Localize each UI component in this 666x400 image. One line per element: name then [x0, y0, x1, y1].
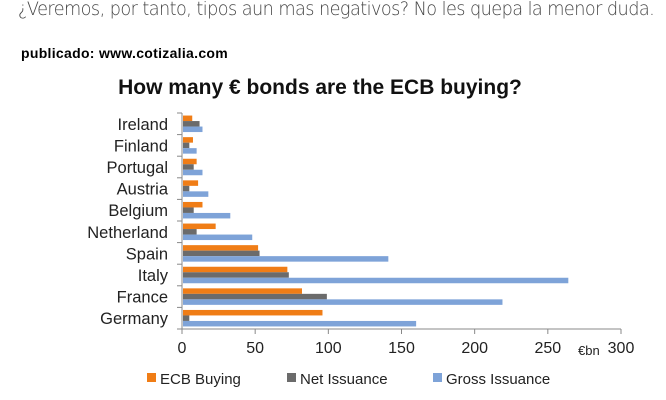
bar-ecb-buying: [183, 115, 193, 122]
x-tick-label: 300: [608, 340, 635, 357]
x-tick-label: 200: [461, 340, 488, 357]
bar-net-issuance: [183, 250, 260, 257]
legend-label: ECB Buying: [160, 371, 241, 388]
x-axis-unit-label: €bn: [578, 343, 600, 358]
bar-gross-issuance: [183, 277, 569, 284]
bar-gross-issuance: [183, 169, 203, 176]
legend-swatch: [433, 373, 442, 382]
bar-net-issuance: [183, 185, 190, 192]
published-source-label: publicado: www.cotizalia.com: [21, 45, 229, 61]
bar-gross-issuance: [183, 148, 197, 154]
bar-ecb-buying: [183, 288, 302, 294]
category-label: Netherland: [87, 224, 168, 242]
bar-net-issuance: [183, 272, 289, 278]
category-label: Ireland: [118, 116, 168, 134]
bar-net-issuance: [183, 164, 194, 170]
bar-ecb-buying: [183, 309, 323, 316]
category-label: France: [117, 289, 168, 307]
bar-ecb-buying: [183, 266, 288, 273]
bar-ecb-buying: [183, 223, 216, 230]
bar-ecb-buying: [183, 158, 197, 165]
bar-gross-issuance: [183, 320, 417, 327]
chart-legend: ECB Buying Net Issuance Gross Issuance: [147, 371, 550, 388]
article-intro-text: ¿Veremos, por tanto, tipos aun mas negat…: [18, 0, 655, 20]
bar-gross-issuance: [183, 234, 253, 241]
x-tick-label: 250: [534, 340, 561, 357]
bar-gross-issuance: [183, 126, 203, 133]
bar-gross-issuance: [183, 299, 503, 305]
bar-net-issuance: [183, 229, 197, 235]
x-tick-label: 50: [246, 340, 264, 357]
bar-gross-issuance: [183, 191, 209, 197]
category-label: Austria: [117, 181, 169, 199]
bar-ecb-buying: [183, 180, 199, 186]
legend-swatch: [287, 373, 296, 382]
x-tick-label: 150: [388, 340, 415, 357]
category-label: Portugal: [107, 159, 168, 177]
category-label: Italy: [138, 267, 169, 285]
chart-title: How many € bonds are the ECB buying?: [118, 76, 522, 99]
x-tick-label: 0: [178, 340, 187, 357]
bar-net-issuance: [183, 207, 194, 213]
bar-net-issuance: [183, 293, 327, 300]
category-label: Spain: [126, 245, 168, 263]
legend-label: Gross Issuance: [446, 371, 550, 388]
bar-ecb-buying: [183, 201, 203, 208]
bar-gross-issuance: [183, 212, 231, 219]
category-label: Germany: [100, 310, 169, 328]
x-tick-label: 100: [315, 340, 342, 357]
category-label: Finland: [114, 137, 168, 155]
bar-ecb-buying: [183, 245, 259, 251]
bar-net-issuance: [183, 121, 200, 127]
legend-label: Net Issuance: [300, 371, 388, 388]
legend-swatch: [147, 373, 156, 382]
bar-net-issuance: [183, 142, 190, 149]
bar-net-issuance: [183, 315, 190, 321]
bar-gross-issuance: [183, 256, 389, 262]
bar-ecb-buying: [183, 137, 193, 143]
category-label: Belgium: [108, 202, 168, 220]
